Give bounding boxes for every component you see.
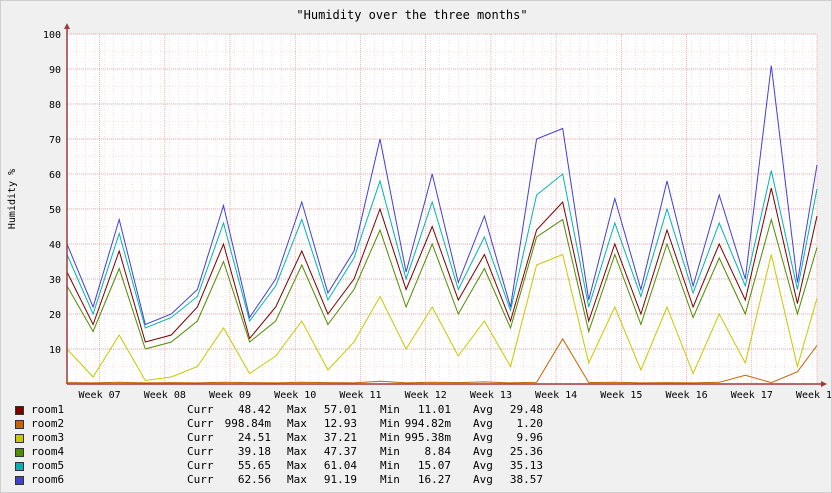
min-label: Min xyxy=(380,459,400,472)
legend-series-name: room5 xyxy=(31,459,65,472)
max-label: Max xyxy=(287,431,307,444)
min-value: 11.01 xyxy=(417,403,451,416)
legend-swatch xyxy=(15,420,24,429)
max-label: Max xyxy=(287,473,307,486)
x-tick-label: Week 08 xyxy=(144,390,186,401)
max-value: 12.93 xyxy=(323,417,357,430)
curr-value: 48.42 xyxy=(237,403,271,416)
y-tick-label: 10 xyxy=(49,345,61,356)
max-value: 37.21 xyxy=(323,431,357,444)
series-line-room4 xyxy=(66,217,818,350)
max-value: 47.37 xyxy=(323,445,357,458)
min-value: 16.27 xyxy=(417,473,451,486)
legend-series-name: room1 xyxy=(31,403,65,416)
x-tick-label: Week 18 xyxy=(796,390,831,401)
avg-label: Avg xyxy=(473,473,493,486)
curr-value: 62.56 xyxy=(237,473,271,486)
legend-swatch xyxy=(15,462,24,471)
min-value: 994.82m xyxy=(404,417,451,430)
humidity-chart: 10 20 30 40 50 60 70 80 90 100 Week 07 Week 08 Week … xyxy=(7,8,831,401)
y-tick-label: 30 xyxy=(49,275,61,286)
avg-label: Avg xyxy=(473,459,493,472)
avg-value: 1.20 xyxy=(516,417,544,430)
x-tick-label: Week 17 xyxy=(731,390,773,401)
min-value: 8.84 xyxy=(424,445,452,458)
curr-label: Curr xyxy=(187,473,214,486)
x-tick-label: Week 14 xyxy=(535,390,577,401)
x-tick-label: Week 07 xyxy=(79,390,121,401)
x-tick-label: Week 11 xyxy=(339,390,381,401)
min-value: 995.38m xyxy=(404,431,451,444)
y-tick-label: 40 xyxy=(49,240,61,251)
curr-label: Curr xyxy=(187,403,214,416)
series-line-room3 xyxy=(66,253,818,382)
legend-series-name: room6 xyxy=(31,473,65,486)
x-tick-label: Week 09 xyxy=(209,390,251,401)
chart-title: "Humidity over the three months" xyxy=(296,8,527,22)
max-label: Max xyxy=(287,417,307,430)
y-tick-label: 50 xyxy=(49,205,61,216)
x-tick-label: Week 13 xyxy=(470,390,512,401)
curr-value: 998.84m xyxy=(224,417,271,430)
legend-series-name: room4 xyxy=(31,445,65,458)
y-tick-label: 70 xyxy=(49,135,61,146)
max-value: 61.04 xyxy=(323,459,357,472)
x-tick-label: Week 16 xyxy=(665,390,707,401)
min-label: Min xyxy=(380,403,400,416)
legend-swatch xyxy=(15,476,24,485)
legend-swatch xyxy=(15,434,24,443)
avg-label: Avg xyxy=(473,431,493,444)
legend-series-name: room2 xyxy=(31,417,65,430)
max-label: Max xyxy=(287,403,307,416)
max-value: 91.19 xyxy=(323,473,357,486)
avg-value: 25.36 xyxy=(509,445,543,458)
x-tick-label: Week 12 xyxy=(405,390,447,401)
legend-swatch xyxy=(15,448,24,457)
curr-label: Curr xyxy=(187,431,214,444)
y-axis-arrow xyxy=(64,23,70,29)
max-label: Max xyxy=(287,459,307,472)
series-line-room2 xyxy=(66,337,818,384)
avg-value: 9.96 xyxy=(516,431,544,444)
y-tick-label: 60 xyxy=(49,170,61,181)
series-line-room5 xyxy=(66,170,818,329)
curr-value: 39.18 xyxy=(237,445,271,458)
min-label: Min xyxy=(380,417,400,430)
curr-value: 55.65 xyxy=(237,459,271,472)
min-label: Min xyxy=(380,445,400,458)
curr-label: Curr xyxy=(187,417,214,430)
avg-value: 35.13 xyxy=(509,459,543,472)
max-label: Max xyxy=(287,445,307,458)
x-tick-label: Week 10 xyxy=(274,390,316,401)
curr-label: Curr xyxy=(187,445,214,458)
curr-value: 24.51 xyxy=(237,431,271,444)
series-line-room6 xyxy=(66,65,818,326)
y-tick-label: 20 xyxy=(49,310,61,321)
y-tick-label: 100 xyxy=(43,30,61,41)
avg-label: Avg xyxy=(473,445,493,458)
curr-label: Curr xyxy=(187,459,214,472)
avg-label: Avg xyxy=(473,417,493,430)
x-tick-label: Week 15 xyxy=(600,390,642,401)
max-value: 57.01 xyxy=(323,403,357,416)
y-axis-label: Humidity % xyxy=(7,169,18,229)
legend-series-name: room3 xyxy=(31,431,65,444)
series-line-room1 xyxy=(66,187,818,343)
avg-label: Avg xyxy=(473,403,493,416)
avg-value: 38.57 xyxy=(509,473,543,486)
min-label: Min xyxy=(380,431,400,444)
avg-value: 29.48 xyxy=(509,403,543,416)
legend-swatch xyxy=(15,406,24,415)
min-value: 15.07 xyxy=(417,459,451,472)
min-label: Min xyxy=(380,473,400,486)
x-axis-arrow xyxy=(821,381,827,387)
y-tick-label: 80 xyxy=(49,100,61,111)
y-tick-label: 90 xyxy=(49,65,61,76)
